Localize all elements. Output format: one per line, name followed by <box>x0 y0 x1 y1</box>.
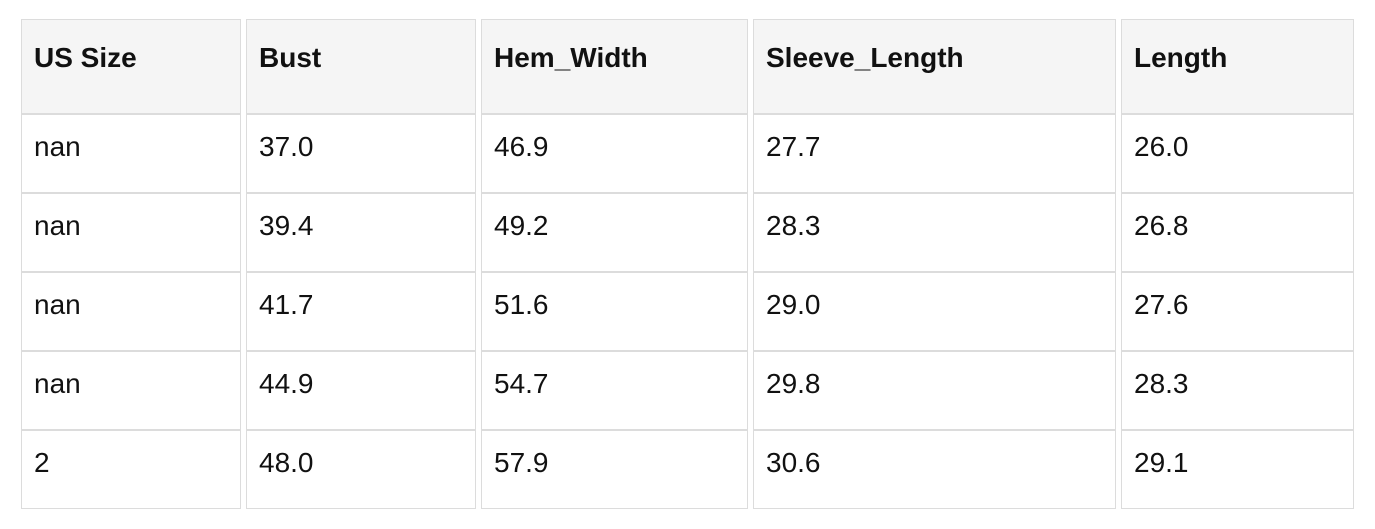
table-cell: 44.9 <box>246 351 476 430</box>
table-cell: 27.7 <box>753 114 1116 193</box>
table-cell: 28.3 <box>1121 351 1354 430</box>
table-cell: nan <box>21 351 241 430</box>
table-cell: 26.8 <box>1121 193 1354 272</box>
table-cell: nan <box>21 193 241 272</box>
table-cell: 30.6 <box>753 430 1116 509</box>
table-cell: 37.0 <box>246 114 476 193</box>
table-cell: 29.0 <box>753 272 1116 351</box>
table-cell: 29.1 <box>1121 430 1354 509</box>
table-row: nan 44.9 54.7 29.8 28.3 <box>21 351 1354 430</box>
column-header-length: Length <box>1121 19 1354 114</box>
table-cell: nan <box>21 114 241 193</box>
table-cell: 54.7 <box>481 351 748 430</box>
table-cell: 26.0 <box>1121 114 1354 193</box>
table-cell: 29.8 <box>753 351 1116 430</box>
table-cell: 48.0 <box>246 430 476 509</box>
column-header-hem-width: Hem_Width <box>481 19 748 114</box>
table-cell: nan <box>21 272 241 351</box>
table-cell: 27.6 <box>1121 272 1354 351</box>
table-cell: 2 <box>21 430 241 509</box>
table-row: nan 41.7 51.6 29.0 27.6 <box>21 272 1354 351</box>
table-cell: 41.7 <box>246 272 476 351</box>
table-cell: 39.4 <box>246 193 476 272</box>
column-header-sleeve-length: Sleeve_Length <box>753 19 1116 114</box>
table-cell: 57.9 <box>481 430 748 509</box>
column-header-us-size: US Size <box>21 19 241 114</box>
table-row: 2 48.0 57.9 30.6 29.1 <box>21 430 1354 509</box>
table-row: nan 39.4 49.2 28.3 26.8 <box>21 193 1354 272</box>
column-header-bust: Bust <box>246 19 476 114</box>
table-row: nan 37.0 46.9 27.7 26.0 <box>21 114 1354 193</box>
table-cell: 46.9 <box>481 114 748 193</box>
table-cell: 49.2 <box>481 193 748 272</box>
size-chart-table: US Size Bust Hem_Width Sleeve_Length Len… <box>16 19 1359 509</box>
table-header-row: US Size Bust Hem_Width Sleeve_Length Len… <box>21 19 1354 114</box>
table-cell: 28.3 <box>753 193 1116 272</box>
table-cell: 51.6 <box>481 272 748 351</box>
